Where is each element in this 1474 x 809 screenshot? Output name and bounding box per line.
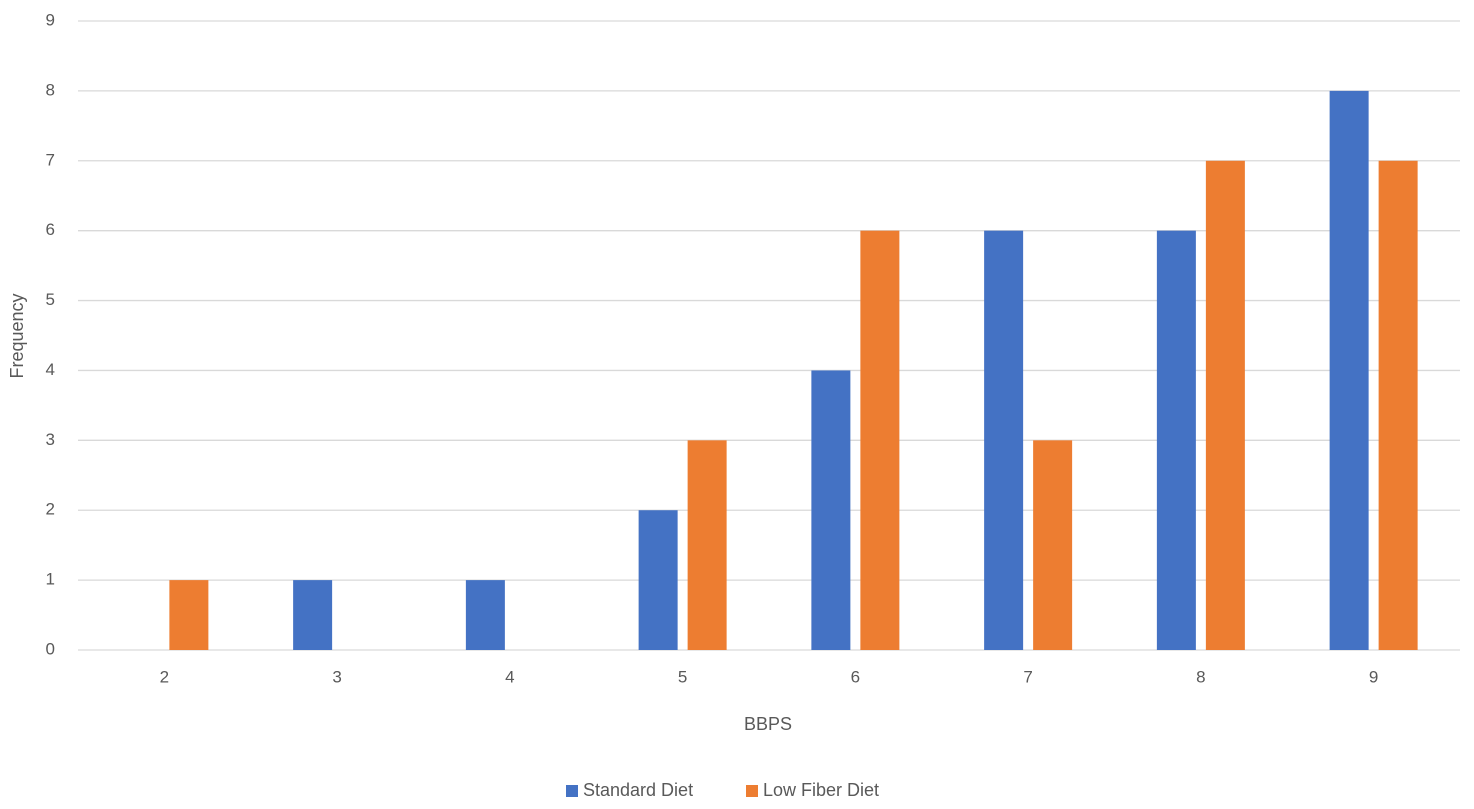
bar-standard-diet-bbps-3 — [293, 580, 333, 650]
bar-standard-diet-bbps-9 — [1329, 90, 1369, 650]
bar-standard-diet-bbps-5 — [638, 510, 678, 650]
x-axis-title: BBPS — [744, 714, 792, 734]
bar-standard-diet-bbps-4 — [465, 580, 505, 650]
y-axis-tick-labels: 0 1 2 3 4 5 6 7 8 9 — [46, 10, 55, 658]
bar-low-fiber-diet-bbps-2 — [169, 580, 209, 650]
y-tick-label: 0 — [46, 639, 55, 658]
legend-swatch — [566, 785, 578, 797]
x-tick-label: 9 — [1369, 667, 1378, 686]
x-tick-label: 2 — [160, 667, 169, 686]
bar-low-fiber-diet-bbps-7 — [1033, 440, 1073, 650]
y-tick-label: 8 — [46, 80, 55, 99]
bar-standard-diet-bbps-7 — [984, 230, 1024, 650]
x-tick-label: 4 — [505, 667, 514, 686]
y-tick-label: 3 — [46, 430, 55, 449]
x-tick-label: 7 — [1023, 667, 1032, 686]
y-tick-label: 6 — [46, 220, 55, 239]
gridlines — [78, 20, 1460, 651]
bar-low-fiber-diet-bbps-8 — [1205, 160, 1245, 650]
x-tick-label: 3 — [332, 667, 341, 686]
y-axis-title: Frequency — [7, 293, 27, 378]
bar-standard-diet-bbps-8 — [1156, 230, 1196, 650]
bar-low-fiber-diet-bbps-5 — [687, 440, 727, 650]
x-axis-tick-labels: 2 3 4 5 6 7 8 9 — [160, 667, 1379, 686]
x-tick-label: 8 — [1196, 667, 1205, 686]
bars — [169, 90, 1418, 650]
y-tick-label: 9 — [46, 10, 55, 29]
legend-swatch — [746, 785, 758, 797]
y-tick-label: 5 — [46, 290, 55, 309]
y-tick-label: 2 — [46, 500, 55, 519]
y-tick-label: 4 — [46, 360, 55, 379]
legend: Standard Diet Low Fiber Diet — [566, 780, 879, 800]
y-tick-label: 1 — [46, 570, 55, 589]
y-tick-label: 7 — [46, 150, 55, 169]
legend-label: Low Fiber Diet — [763, 780, 879, 800]
x-tick-label: 6 — [851, 667, 860, 686]
bar-low-fiber-diet-bbps-6 — [860, 230, 900, 650]
bar-low-fiber-diet-bbps-9 — [1378, 160, 1418, 650]
x-tick-label: 5 — [678, 667, 687, 686]
bar-standard-diet-bbps-6 — [811, 370, 851, 650]
legend-label: Standard Diet — [583, 780, 693, 800]
